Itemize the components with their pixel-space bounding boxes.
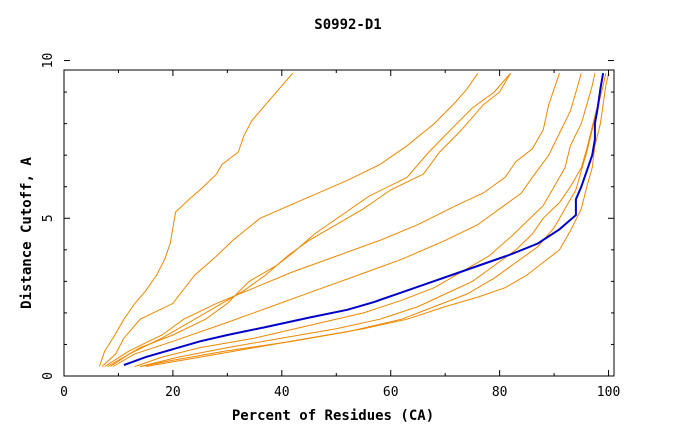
x-axis-label: Percent of Residues (CA) (232, 408, 434, 424)
x-tick-label: 0 (60, 385, 68, 400)
y-tick-label: 10 (41, 53, 56, 69)
series-line (104, 73, 560, 367)
series-line (140, 73, 604, 367)
plot-area (63, 69, 615, 377)
axis-ticks: 0 20 40 60 80 100 0 5 10 (41, 53, 620, 400)
x-tick-label: 40 (274, 385, 290, 400)
series-line (98, 72, 294, 367)
series-line-highlighted (123, 73, 605, 366)
series-line (140, 73, 607, 367)
chart-title: S0992-D1 (314, 17, 381, 33)
plot-frame (63, 69, 615, 377)
series-line (134, 73, 596, 367)
y-axis-label: Distance Cutoff, A (19, 157, 35, 309)
x-tick-label: 60 (383, 385, 399, 400)
x-tick-label: 80 (492, 385, 508, 400)
x-tick-label: 20 (165, 385, 181, 400)
series-line (107, 72, 511, 367)
series-line (145, 73, 610, 367)
series-line (101, 72, 479, 367)
series-line (110, 72, 511, 367)
y-tick-label: 0 (41, 372, 56, 380)
x-tick-label: 100 (597, 385, 620, 400)
y-tick-label: 5 (41, 214, 56, 222)
series-line (112, 73, 582, 367)
